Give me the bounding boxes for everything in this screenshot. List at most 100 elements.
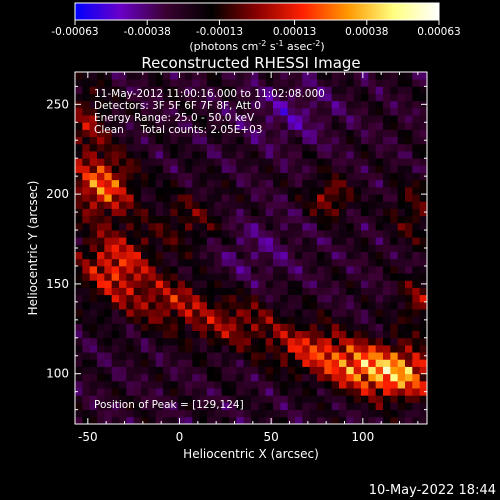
heatmap-cell [133,115,142,123]
heatmap-cell [119,388,127,396]
heatmap-cell [397,172,406,181]
heatmap-cell [221,86,230,94]
heatmap-cell [192,258,201,267]
heatmap-cell [287,172,296,181]
heatmap-cell [405,402,413,411]
heatmap-cell [214,151,223,159]
heatmap-cell [295,359,303,367]
heatmap-cell [390,222,399,231]
heatmap-cell [419,179,427,188]
heatmap-cell [207,107,215,116]
heatmap-cell [111,380,120,389]
heatmap-cell [133,107,142,116]
heatmap-cell [141,337,149,346]
heatmap-cell [390,409,399,418]
heatmap-cell [397,330,406,339]
heatmap-cell [82,165,91,173]
heatmap-cell [75,208,83,217]
chart-title: Reconstructed RHESSI Image [141,54,360,72]
heatmap-cell [221,194,230,202]
heatmap-cell [280,179,289,188]
heatmap-cell [317,215,325,224]
heatmap-cell [89,273,98,281]
heatmap-cell [309,388,318,396]
heatmap-cell [258,330,267,339]
heatmap-cell [207,402,215,411]
heatmap-cell [280,380,289,389]
heatmap-cell [383,373,391,382]
heatmap-cell [170,215,179,224]
heatmap-cell [346,301,355,310]
heatmap-cell [221,222,230,231]
heatmap-cell [229,251,237,260]
heatmap-cell [207,380,215,389]
heatmap-cell [412,337,421,346]
heatmap-cell [104,388,113,396]
heatmap-cell [317,380,325,389]
heatmap-cell [199,409,208,418]
heatmap-cell [375,380,384,389]
heatmap-cell [185,100,193,109]
heatmap-cell [97,352,105,360]
heatmap-cell [236,402,245,411]
heatmap-cell [309,186,318,195]
heatmap-cell [419,93,427,102]
heatmap-cell [383,179,391,188]
heatmap-cell [265,86,274,94]
heatmap-cell [295,395,303,403]
heatmap-cell [390,79,399,87]
heatmap-cell [89,158,98,166]
heatmap-cell [148,201,157,209]
heatmap-cell [192,294,201,303]
heatmap-cell [251,122,259,130]
heatmap-cell [126,409,135,418]
heatmap-cell [126,359,135,367]
heatmap-cell [141,323,149,332]
heatmap-cell [383,273,391,281]
heatmap-cell [229,301,237,310]
heatmap-cell [89,165,98,173]
heatmap-cell [368,122,377,130]
heatmap-cell [302,409,311,418]
heatmap-cell [221,100,230,109]
heatmap-cell [375,409,384,418]
heatmap-cell [243,395,252,403]
heatmap-cell [287,72,296,80]
heatmap-cell [229,352,237,360]
heatmap-cell [265,366,274,375]
heatmap-cell [148,230,157,238]
heatmap-cell [170,309,179,317]
heatmap-cell [317,309,325,317]
heatmap-cell [361,179,369,188]
heatmap-cell [229,273,237,281]
heatmap-cell [331,72,340,80]
heatmap-cell [295,136,303,145]
heatmap-cell [390,251,399,260]
heatmap-cell [324,380,333,389]
heatmap-cell [280,244,289,252]
heatmap-cell [155,251,164,260]
heatmap-cell [155,244,164,252]
heatmap-cell [302,179,311,188]
heatmap-cell [412,265,421,274]
heatmap-cell [280,158,289,166]
heatmap-cell [383,122,391,130]
heatmap-cell [89,287,98,296]
heatmap-cell [419,72,427,80]
heatmap-cell [133,280,142,288]
heatmap-cell [339,237,347,245]
heatmap-cell [97,158,105,166]
heatmap-cell [368,366,377,375]
heatmap-cell [295,416,303,424]
heatmap-cell [309,215,318,224]
heatmap-cell [258,359,267,367]
heatmap-cell [75,115,83,123]
heatmap-cell [346,201,355,209]
heatmap-cell [375,273,384,281]
heatmap-cell [192,337,201,346]
heatmap-cell [346,344,355,353]
heatmap-cell [111,86,120,94]
heatmap-cell [368,359,377,367]
heatmap-cell [302,79,311,87]
heatmap-cell [221,122,230,130]
